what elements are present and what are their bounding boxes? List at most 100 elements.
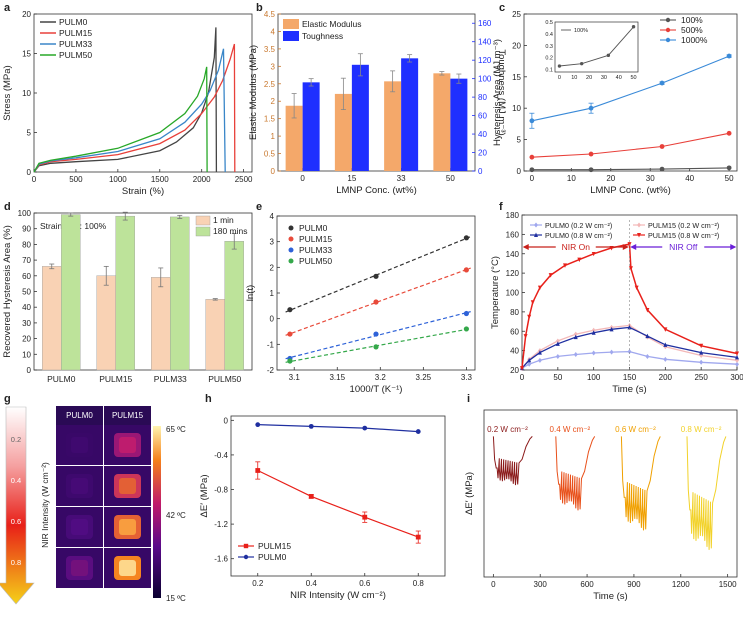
bar-elastic-modulus [433,73,451,171]
data-point [645,307,650,313]
y-tick-label: 20 [22,10,31,19]
series-label: 0.4 W cm⁻² [550,425,591,434]
panel-letter-d: d [4,201,11,213]
colorbar-label: 42 ºC [166,511,186,520]
legend-label: 500% [681,25,703,35]
legend-label: 180 mins [213,226,248,236]
x-tick-label: 300 [730,373,743,382]
data-point [588,105,594,111]
bar-toughness [401,58,419,172]
inset-legend-label: 100% [574,28,588,34]
legend-label: PULM15 (0.8 W cm⁻²) [648,231,719,240]
data-point [287,331,293,337]
x-axis-label: LMNP Conc. (wt%) [590,185,671,196]
y-tick-label: 100 [18,209,32,218]
intensity-arrow [0,406,35,605]
row-label: 0.6 [11,517,21,526]
column-label: PULM15 [112,411,144,420]
inset-line [559,26,634,67]
panel-letter-i: i [467,393,470,405]
x-tick-label: 250 [694,373,708,382]
data-point [591,350,596,356]
x-tick-label: PULM15 [99,374,132,384]
arrow-head [630,243,637,250]
x-axis-label: Strain (%) [122,186,164,197]
y-tick-label: 0 [517,167,522,176]
x-tick-label: 0 [32,175,37,184]
series-line [257,469,419,538]
thermal-spot-core [119,437,136,453]
thermal-spot-core [119,560,136,576]
data-point [659,144,665,149]
bar-toughness [450,78,468,171]
y2-tick-label: 60 [478,112,487,121]
legend-label: PULM0 [258,552,287,562]
x-tick-label: 300 [534,580,548,589]
tile-header [56,406,103,425]
bar-elastic-modulus [285,105,303,171]
y-tick-label: 10 [22,350,31,359]
thermal-spot-core [71,560,88,576]
series-line-1 [555,436,596,511]
data-point [588,167,594,173]
y-axis-label: NIR Intensity (W cm⁻²) [40,462,50,548]
x-tick-label: 0 [300,174,305,183]
bar-1min [151,277,171,371]
x-tick-label: 20 [606,174,615,183]
series-label: 0.6 W cm⁻² [615,425,656,434]
x-tick-label: 500 [69,175,83,184]
bar-toughness [302,82,320,171]
data-point [663,342,668,347]
inset-frame [554,21,639,73]
data-point [362,514,368,520]
x-tick-label: 1000 [109,175,127,184]
series-line-pulm0 [33,27,218,173]
data-point [529,118,535,124]
data-point [362,425,368,431]
x-tick-label: 200 [659,373,673,382]
arrow-head [622,243,629,250]
y-tick-label: 70 [22,256,31,265]
nir-on-label: NIR On [562,242,591,252]
y-tick-label: 20 [510,366,519,375]
data-point [537,357,542,363]
data-point [628,266,633,271]
panel-letter-f: f [499,201,503,213]
panel-h: 0.2 0.4 0.6 0.8 -1.6 -1.2 -0.8 -0.4 0 NIR Intensi… [199,415,446,601]
y2-tick-label: 80 [478,93,487,102]
series-line-0 [492,436,533,486]
panel-letter-c: c [499,2,505,14]
y-tick-label: 4.5 [264,10,276,19]
series-line-pulm50 [33,66,208,173]
legend-label: PULM0 [59,17,88,27]
x-tick-label: 0.8 [413,579,425,588]
y-tick-label: 2 [271,97,276,106]
legend-label: PULM15 [299,234,332,244]
y-tick-label: 20 [512,41,521,50]
data-point [373,273,379,279]
inset-x-tick-label: 10 [571,75,577,81]
y2-tick-label: 0 [478,167,483,176]
label-bg [555,240,596,252]
x-tick-label: 3.25 [416,373,432,382]
x-axis-label: Time (s) [593,591,627,602]
data-point [609,349,614,355]
bar-180mins [224,241,244,371]
series-line [521,324,738,369]
label-bg [662,240,705,252]
panel-f: 0 50 100 150 200 250 300 20 40 60 80 100 120 140 160 18… [490,211,743,395]
colorbar-label: 15 ºC [166,594,186,603]
data-point [373,299,379,305]
thermal-spot-core [71,519,88,535]
x-tick-label: 30 [646,174,655,183]
panel-c: 0 10 20 30 40 50 0 5 10 15 20 25 LMNP Conc. (wt%) Hys… [492,10,738,196]
data-point [527,361,532,367]
y-tick-label: 140 [506,250,520,259]
data-point [726,165,732,171]
inset-point [557,64,562,68]
column-label: PULM0 [66,411,93,420]
y-tick-label: -1 [267,340,275,349]
x-tick-label: 3.1 [289,373,301,382]
data-point [308,423,314,429]
